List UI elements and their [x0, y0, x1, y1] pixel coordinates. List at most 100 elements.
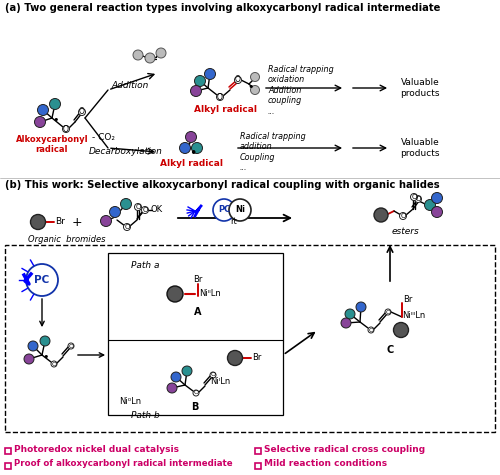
Circle shape [26, 264, 58, 296]
Circle shape [432, 207, 442, 218]
Circle shape [50, 98, 60, 110]
Text: Valuable
products: Valuable products [400, 138, 440, 158]
Text: Addition: Addition [112, 82, 148, 91]
Text: O: O [63, 124, 69, 133]
Circle shape [40, 336, 50, 346]
Circle shape [216, 94, 224, 101]
Circle shape [78, 108, 86, 115]
Circle shape [30, 215, 46, 229]
Circle shape [38, 104, 48, 115]
Text: Br: Br [404, 294, 412, 304]
Circle shape [190, 86, 202, 96]
Circle shape [193, 390, 199, 396]
Text: - CO₂: - CO₂ [92, 133, 116, 142]
Text: Path b: Path b [130, 410, 160, 419]
Text: Selective radical cross coupling: Selective radical cross coupling [264, 445, 425, 454]
Text: Ni: Ni [235, 206, 245, 215]
Circle shape [394, 323, 408, 338]
Text: esters: esters [391, 228, 419, 237]
Circle shape [213, 199, 235, 221]
Text: O: O [194, 390, 198, 396]
Circle shape [167, 286, 183, 302]
Circle shape [180, 142, 190, 153]
Text: Valuable
products: Valuable products [400, 78, 440, 98]
Circle shape [142, 207, 148, 213]
Text: O: O [412, 194, 416, 200]
Text: Decarboxylation: Decarboxylation [89, 148, 163, 156]
Circle shape [341, 318, 351, 328]
Circle shape [51, 361, 57, 367]
Circle shape [167, 383, 177, 393]
Circle shape [124, 224, 130, 230]
Circle shape [171, 372, 181, 382]
Text: O: O [368, 327, 374, 332]
Text: O: O [217, 93, 223, 102]
Text: (a) Two general reaction types involving alkoxycarbonyl radical intermediate: (a) Two general reaction types involving… [5, 3, 440, 13]
Text: Ni⁰Ln: Ni⁰Ln [119, 398, 141, 407]
Text: PC: PC [218, 206, 230, 215]
Text: Br: Br [55, 218, 65, 227]
Circle shape [120, 199, 132, 209]
Circle shape [194, 76, 205, 86]
Text: rt: rt [230, 218, 237, 227]
Circle shape [24, 354, 34, 364]
Circle shape [385, 309, 391, 315]
Circle shape [204, 68, 216, 79]
Text: Alkyl radical: Alkyl radical [194, 105, 256, 114]
Circle shape [228, 351, 242, 365]
Bar [255, 448, 261, 454]
Text: OK: OK [151, 206, 163, 215]
Text: O: O [142, 207, 148, 213]
Text: O: O [124, 224, 130, 230]
Text: •: • [248, 82, 254, 92]
Text: O: O [386, 310, 390, 314]
Text: +: + [72, 216, 83, 228]
Circle shape [134, 203, 141, 210]
Circle shape [368, 327, 374, 333]
Text: Br: Br [252, 353, 262, 362]
Text: O: O [400, 213, 406, 219]
Text: •: • [43, 352, 49, 362]
Text: Organic  bromides: Organic bromides [28, 235, 106, 244]
Text: PC: PC [34, 275, 50, 285]
Text: Radical trapping
oxidation
Addition
coupling
...: Radical trapping oxidation Addition coup… [268, 65, 334, 115]
Circle shape [234, 76, 242, 84]
Text: O: O [52, 361, 57, 367]
Circle shape [62, 125, 70, 133]
Circle shape [34, 116, 46, 127]
Text: O: O [136, 204, 140, 210]
FancyBboxPatch shape [5, 245, 495, 432]
Text: radical: radical [36, 144, 68, 153]
Circle shape [414, 196, 422, 202]
Text: O: O [210, 372, 216, 378]
Text: (b) This work: Selective alkoxycarbonyl radical coupling with organic halides: (b) This work: Selective alkoxycarbonyl … [5, 180, 440, 190]
Text: NiᴵᴵᴵLn: NiᴵᴵᴵLn [402, 311, 425, 320]
Text: O: O [79, 107, 85, 116]
Circle shape [210, 372, 216, 378]
Circle shape [192, 142, 202, 153]
Circle shape [229, 199, 251, 221]
Circle shape [68, 343, 74, 349]
Text: Alkyl radical: Alkyl radical [160, 160, 224, 169]
Text: O: O [235, 76, 241, 85]
Circle shape [374, 208, 388, 222]
Bar [5, 463, 11, 469]
Circle shape [250, 86, 260, 95]
Circle shape [182, 366, 192, 376]
Text: Mild reaction conditions: Mild reaction conditions [264, 459, 387, 468]
Circle shape [400, 212, 406, 219]
Text: •: • [190, 146, 196, 160]
Bar [255, 463, 261, 469]
FancyBboxPatch shape [108, 253, 283, 415]
Text: NiᴵLn: NiᴵLn [210, 378, 230, 387]
Text: O: O [416, 196, 420, 202]
Circle shape [28, 341, 38, 351]
Circle shape [424, 200, 436, 210]
Circle shape [145, 53, 155, 63]
Text: O: O [68, 343, 73, 349]
Circle shape [110, 207, 120, 218]
Circle shape [345, 309, 355, 319]
Text: Photoredox nickel dual catalysis: Photoredox nickel dual catalysis [14, 445, 179, 454]
Circle shape [410, 193, 418, 200]
Circle shape [133, 50, 143, 60]
